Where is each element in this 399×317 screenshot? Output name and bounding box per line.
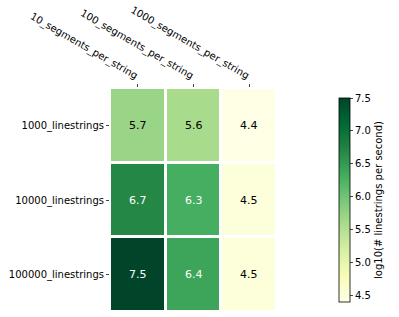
svg-text:7.5: 7.5 bbox=[129, 268, 147, 281]
svg-text:5.5: 5.5 bbox=[355, 224, 371, 235]
svg-text:1000_linestrings: 1000_linestrings bbox=[22, 120, 104, 132]
svg-text:6.0: 6.0 bbox=[355, 191, 371, 202]
svg-text:10000_linestrings: 10000_linestrings bbox=[15, 195, 104, 207]
svg-text:log10(# linestrings per second: log10(# linestrings per second) bbox=[373, 121, 384, 279]
svg-text:4.5: 4.5 bbox=[240, 268, 258, 281]
svg-text:5.0: 5.0 bbox=[355, 257, 371, 268]
svg-text:100000_linestrings: 100000_linestrings bbox=[9, 269, 104, 281]
svg-text:1000_segments_per_string: 1000_segments_per_string bbox=[128, 4, 251, 82]
svg-text:100_segments_per_string: 100_segments_per_string bbox=[78, 7, 195, 82]
svg-text:4.5: 4.5 bbox=[240, 194, 258, 207]
svg-text:7.0: 7.0 bbox=[355, 125, 371, 136]
svg-text:6.7: 6.7 bbox=[129, 194, 147, 207]
svg-text:6.3: 6.3 bbox=[185, 194, 203, 207]
svg-text:4.5: 4.5 bbox=[355, 290, 371, 301]
svg-text:6.5: 6.5 bbox=[355, 158, 371, 169]
svg-text:4.4: 4.4 bbox=[240, 119, 258, 132]
svg-text:10_segments_per_string: 10_segments_per_string bbox=[28, 10, 140, 81]
svg-text:5.6: 5.6 bbox=[185, 119, 203, 132]
svg-text:6.4: 6.4 bbox=[185, 268, 203, 281]
svg-text:7.5: 7.5 bbox=[355, 93, 371, 104]
svg-text:5.7: 5.7 bbox=[129, 119, 147, 132]
